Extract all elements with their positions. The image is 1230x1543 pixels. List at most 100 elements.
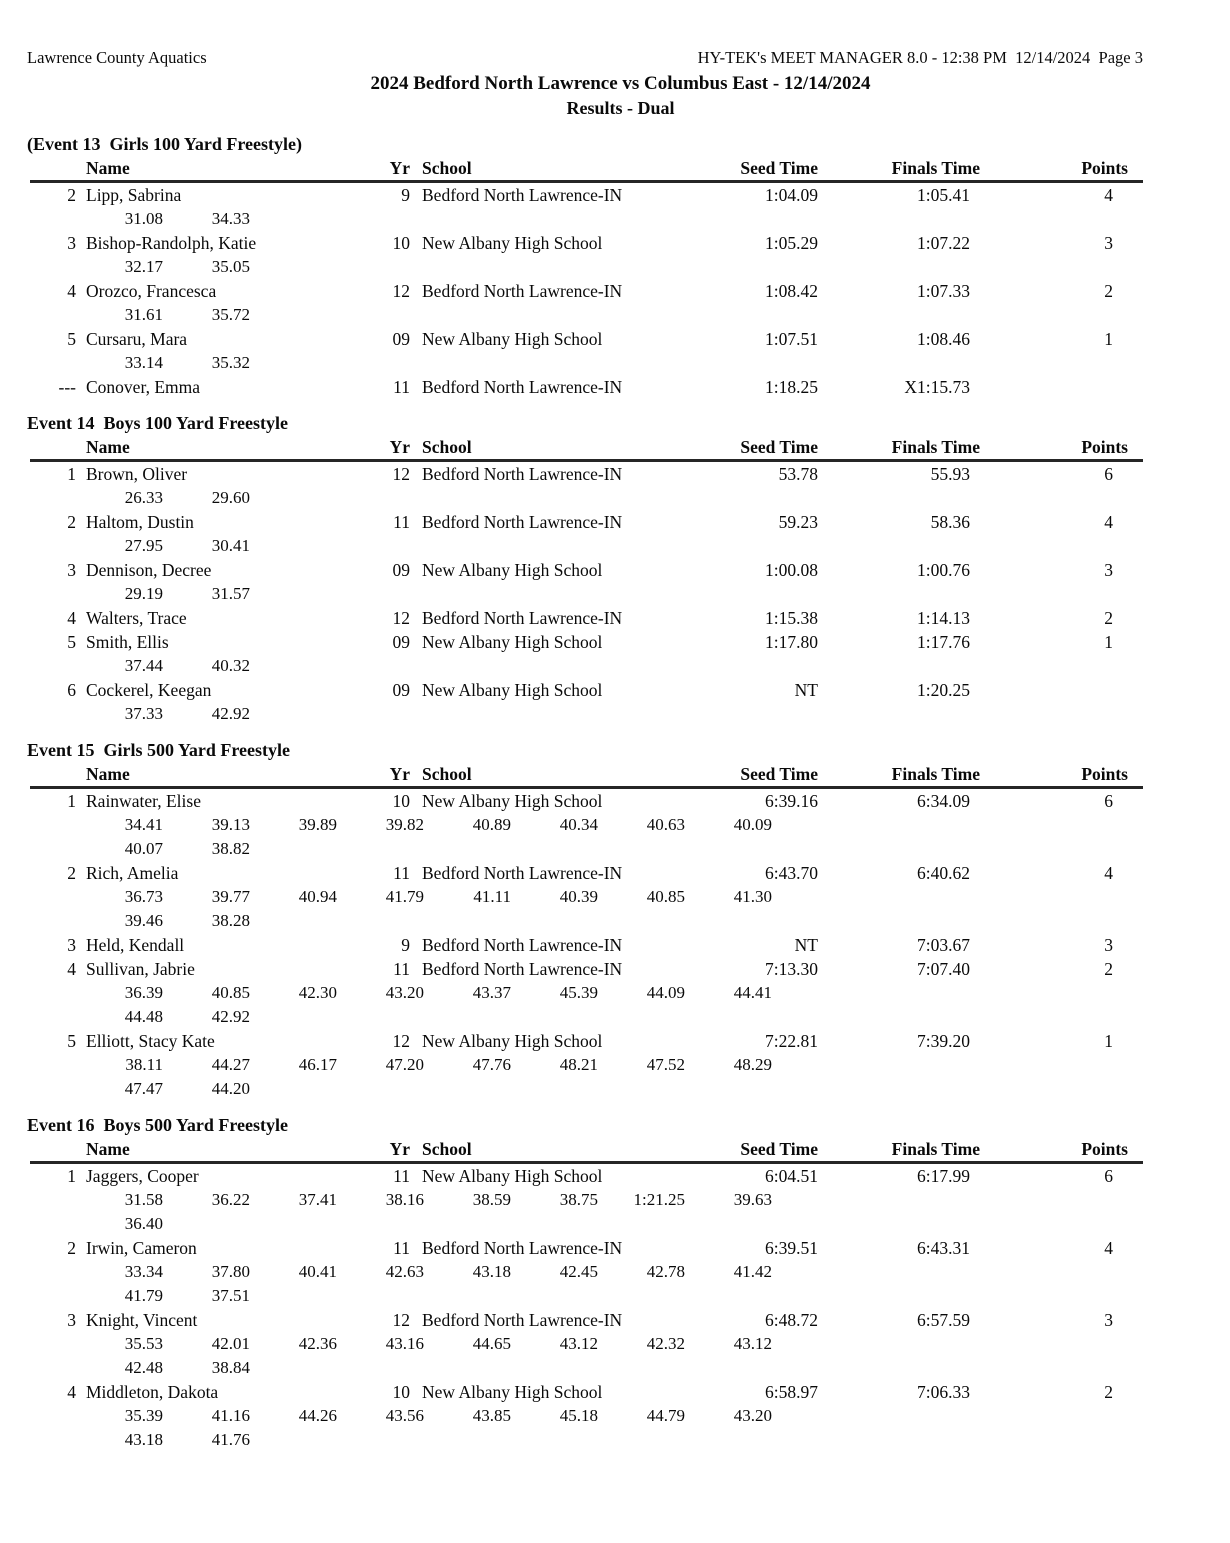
finals-time: 7:07.40	[917, 959, 970, 979]
seed-time: 59.23	[778, 512, 818, 532]
split-time: 44.65	[472, 1334, 511, 1353]
splits-row: 33.34 37.80 40.41 42.63 43.18 42.45 42.78 41.42	[30, 1260, 1143, 1284]
place-cell: 3	[67, 935, 76, 955]
school-cell: New Albany High School	[422, 1382, 603, 1402]
gap	[30, 1428, 76, 1452]
seed-time: 6:04.51	[765, 1166, 818, 1186]
split-time: 31.58	[124, 1190, 163, 1209]
seed-time: 6:39.16	[765, 791, 818, 811]
split-time: 47.47	[124, 1079, 163, 1098]
swimmer-name: Irwin, Cameron	[86, 1238, 197, 1258]
gap	[410, 375, 422, 399]
points-cell	[970, 678, 1113, 702]
column-header-row: Name Yr School Seed Time Finals Time Points	[30, 156, 1143, 183]
event-title: Event 14 Boys 100 Yard Freestyle	[27, 413, 288, 433]
points-cell: 4	[1104, 512, 1113, 532]
swimmer-name: Smith, Ellis	[86, 632, 169, 652]
split-time: 48.21	[559, 1055, 598, 1074]
split-time: 29.19	[124, 584, 163, 603]
gap	[76, 762, 86, 786]
split-time: 40.85	[646, 887, 685, 906]
split-time: 31.08	[124, 209, 163, 228]
school-cell: New Albany High School	[422, 1031, 603, 1051]
finals-time: 7:03.67	[917, 935, 970, 955]
split-time: 40.07	[124, 839, 163, 858]
split-time: 27.95	[124, 536, 163, 555]
column-header-school: School	[422, 1139, 472, 1159]
column-header-finals: Finals Time	[891, 437, 980, 457]
place-cell: 5	[67, 329, 76, 349]
gap	[76, 375, 86, 399]
split-time: 38.82	[211, 839, 250, 858]
split-time: 44.41	[733, 983, 772, 1002]
gap	[76, 957, 86, 981]
place-cell: 4	[67, 1382, 76, 1402]
school-cell: New Albany High School	[422, 329, 603, 349]
splits-row: 36.40	[30, 1212, 1143, 1236]
splits-row: 36.39 40.85 42.30 43.20 43.37 45.39 44.09 44.41	[30, 981, 1143, 1005]
split-time: 34.33	[211, 209, 250, 228]
result-row: 6 Cockerel, Keegan 09 New Albany High Schoo…	[30, 678, 1143, 702]
split-time: 35.72	[211, 305, 250, 324]
place-cell: 1	[67, 791, 76, 811]
splits-row: 37.33 42.92	[30, 702, 1143, 726]
year-cell: 09	[392, 560, 411, 580]
result-row: 2 Haltom, Dustin 11 Bedford North Lawrence-…	[30, 510, 1143, 534]
gap	[76, 1236, 86, 1260]
swimmer-name: Sullivan, Jabrie	[86, 959, 195, 979]
finals-time: 6:40.62	[917, 863, 970, 883]
school-cell: Bedford North Lawrence-IN	[422, 608, 623, 628]
seed-time: 1:04.09	[765, 185, 818, 205]
splits-row: 35.53 42.01 42.36 43.16 44.65 43.12 42.32 43.12	[30, 1332, 1143, 1356]
column-header-name: Name	[86, 764, 130, 784]
gap	[76, 1380, 86, 1404]
school-cell: Bedford North Lawrence-IN	[422, 1238, 623, 1258]
split-time: 35.53	[124, 1334, 163, 1353]
seed-time: NT	[794, 680, 818, 700]
splits-row: 26.33 29.60	[30, 486, 1143, 510]
split-time: 42.92	[211, 1007, 250, 1026]
event-section: Event 16 Boys 500 Yard Freestyle Name Yr Sc…	[27, 1113, 1143, 1452]
split-time: 41.42	[733, 1262, 772, 1281]
gap	[410, 933, 422, 957]
column-header-place	[30, 1137, 76, 1161]
finals-time: 1:08.46	[917, 329, 970, 349]
split-time: 38.75	[559, 1190, 598, 1209]
split-time: 43.20	[385, 983, 424, 1002]
result-row: 2 Rich, Amelia 11 Bedford North Lawrence-IN…	[30, 861, 1143, 885]
finals-time: 6:57.59	[917, 1310, 970, 1330]
points-cell: 4	[1104, 1238, 1113, 1258]
result-row: 3 Dennison, Decree 09 New Albany High Schoo…	[30, 558, 1143, 582]
column-header-seed: Seed Time	[740, 1139, 818, 1159]
place-cell: 1	[67, 1166, 76, 1186]
split-time: 41.16	[211, 1406, 250, 1425]
finals-time: 6:17.99	[917, 1166, 970, 1186]
result-row: 3 Bishop-Randolph, Katie 10 New Albany High…	[30, 231, 1143, 255]
split-time: 1:21.25	[633, 1190, 685, 1209]
place-cell: 3	[67, 233, 76, 253]
split-time: 43.37	[472, 983, 511, 1002]
year-cell: 12	[392, 464, 411, 484]
splits-row: 40.07 38.82	[30, 837, 1143, 861]
split-time: 32.17	[124, 257, 163, 276]
gap	[76, 1164, 86, 1188]
finals-time: 55.93	[930, 464, 970, 484]
split-time: 45.18	[559, 1406, 598, 1425]
split-time: 45.39	[559, 983, 598, 1002]
split-time: 42.01	[211, 1334, 250, 1353]
result-row: 4 Middleton, Dakota 10 New Albany High Scho…	[30, 1380, 1143, 1404]
school-cell: Bedford North Lawrence-IN	[422, 935, 623, 955]
column-header-name: Name	[86, 1139, 130, 1159]
seed-time: 7:22.81	[765, 1031, 818, 1051]
gap	[410, 1380, 422, 1404]
year-cell: 11	[393, 512, 410, 532]
gap	[76, 231, 86, 255]
finals-time: 1:14.13	[917, 608, 970, 628]
split-time: 29.60	[211, 488, 250, 507]
result-row: 1 Brown, Oliver 12 Bedford North Lawrence-I…	[30, 462, 1143, 486]
finals-time: 6:43.31	[917, 1238, 970, 1258]
gap	[410, 861, 422, 885]
seed-time: 6:39.51	[765, 1238, 818, 1258]
year-cell: 10	[392, 791, 411, 811]
